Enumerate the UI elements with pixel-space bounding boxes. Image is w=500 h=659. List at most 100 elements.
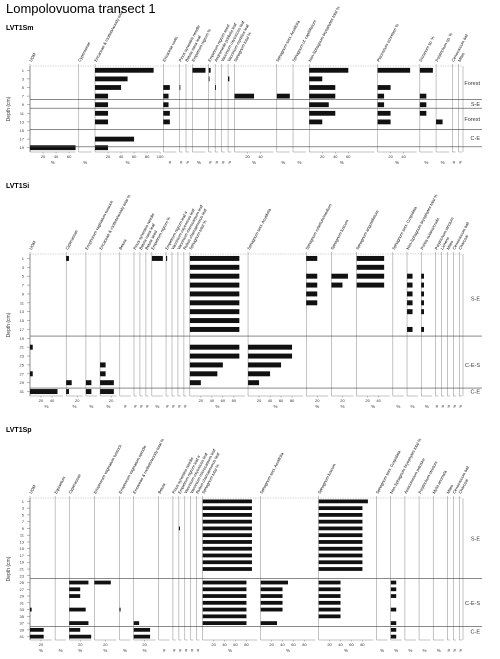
depth-tick-label: 37 xyxy=(20,621,25,626)
unit-label: % xyxy=(59,648,63,653)
bar xyxy=(318,607,341,612)
depth-tick-label: 11 xyxy=(20,111,25,116)
x-tick-label: 60 xyxy=(346,154,351,159)
unit-label: % xyxy=(228,648,232,653)
x-tick-label: 40 xyxy=(333,154,338,159)
figure-title: Lompolovuoma transect 1 xyxy=(6,1,156,16)
depth-tick-label: 9 xyxy=(22,526,25,531)
x-tick-label: 20 xyxy=(78,642,83,647)
bar xyxy=(309,102,329,108)
bar xyxy=(95,93,109,99)
bar xyxy=(318,614,341,619)
depth-tick-label: 29 xyxy=(20,594,25,599)
depth-tick-label: 25 xyxy=(20,362,25,367)
bar xyxy=(189,326,240,332)
bar xyxy=(189,300,240,306)
depth-tick-label: 3 xyxy=(22,76,25,81)
unit-label: % xyxy=(281,160,285,165)
bar xyxy=(421,291,424,297)
panel-title: LVT1Sm xyxy=(6,25,34,32)
bar xyxy=(318,526,363,531)
bar xyxy=(69,594,81,598)
bar xyxy=(202,540,252,544)
series-name: Sphagnum sect. Acutifolia xyxy=(259,451,285,495)
depth-tick-label: 13 xyxy=(20,309,25,314)
bar xyxy=(390,594,397,598)
bar xyxy=(163,110,170,116)
bar xyxy=(306,291,318,297)
bar xyxy=(306,300,318,306)
depth-tick-label: 15 xyxy=(20,318,25,323)
bar xyxy=(377,93,385,99)
depth-tick-label: 35 xyxy=(20,614,25,619)
unit-label: % xyxy=(371,404,375,409)
unit-label: % xyxy=(396,404,400,409)
bar xyxy=(202,526,252,531)
series-uom: UOM 20% xyxy=(28,484,52,653)
x-tick-label: 20 xyxy=(39,398,44,403)
bar xyxy=(309,85,336,90)
bar xyxy=(276,93,290,99)
bar xyxy=(202,600,247,605)
bar xyxy=(189,344,240,350)
unit-label: % xyxy=(395,160,399,165)
unit-label: # xyxy=(146,404,149,409)
bar xyxy=(85,389,92,395)
bar xyxy=(95,145,109,151)
bar xyxy=(421,326,424,332)
series-name: UOM xyxy=(28,52,37,63)
bar xyxy=(260,621,278,625)
unit-label: # xyxy=(179,648,182,653)
depth-tick-label: 5 xyxy=(22,512,25,517)
series-uom: UOM 20 40% xyxy=(28,240,63,409)
series-cyperaceae: Cyperaceae 20% xyxy=(67,472,92,653)
series-sphagnum-total: Sphagnum total %20 40% xyxy=(232,31,274,165)
bar xyxy=(306,282,318,288)
bar xyxy=(202,580,247,585)
zone-label: Forest xyxy=(464,81,480,87)
bar xyxy=(377,119,391,125)
series-name: Non-Sphagnum bryophytes total % xyxy=(307,5,341,63)
x-tick-label: 40 xyxy=(338,642,343,647)
series-sphagnum-sect-acutifolia: Sphagnum sect. Acutifolia% xyxy=(275,19,301,165)
y-axis-label: Depth (cm) xyxy=(6,312,12,337)
bar xyxy=(189,362,223,368)
x-tick-label: 20 xyxy=(388,154,393,159)
x-tick-label: 20 xyxy=(327,642,332,647)
x-tick-label: 20 xyxy=(41,154,46,159)
unit-label: % xyxy=(89,404,93,409)
depth-tick-label: 15 xyxy=(20,546,25,551)
depth-tick-label: 17 xyxy=(20,553,25,558)
bar xyxy=(419,93,427,99)
bar xyxy=(202,560,252,565)
y-axis-label: Depth (cm) xyxy=(6,556,12,581)
x-tick-label: 40 xyxy=(222,642,227,647)
x-tick-label: 20 xyxy=(257,398,262,403)
bar xyxy=(30,389,58,395)
bar xyxy=(390,634,397,639)
series-sphagnum-total: Sphagnum total %20 40 60 80% xyxy=(201,463,258,653)
unit-label: % xyxy=(252,160,256,165)
unit-label: % xyxy=(155,404,159,409)
series-sphagnum-cf-capillifolium: Sphagnum cf. capillifolium% xyxy=(291,19,318,165)
bar xyxy=(407,300,413,306)
bar xyxy=(189,264,240,270)
unit-label: % xyxy=(103,648,107,653)
series-name: Ericaceae roots xyxy=(161,36,178,63)
bar xyxy=(69,607,86,612)
zone-label: Forest xyxy=(464,117,480,123)
zone-label: C-E-S xyxy=(465,363,480,369)
bar xyxy=(309,76,323,82)
zone-label: C-E xyxy=(471,136,481,142)
depth-tick-label: 41 xyxy=(20,634,25,639)
x-tick-label: 60 xyxy=(221,398,226,403)
x-tick-label: 80 xyxy=(145,154,150,159)
bar xyxy=(407,282,413,288)
bar xyxy=(178,526,180,531)
bar xyxy=(208,76,210,82)
depth-tick-label: 1 xyxy=(22,68,25,73)
unit-label: # xyxy=(453,404,456,409)
bar xyxy=(202,533,252,538)
depth-tick-label: 19 xyxy=(20,145,25,150)
